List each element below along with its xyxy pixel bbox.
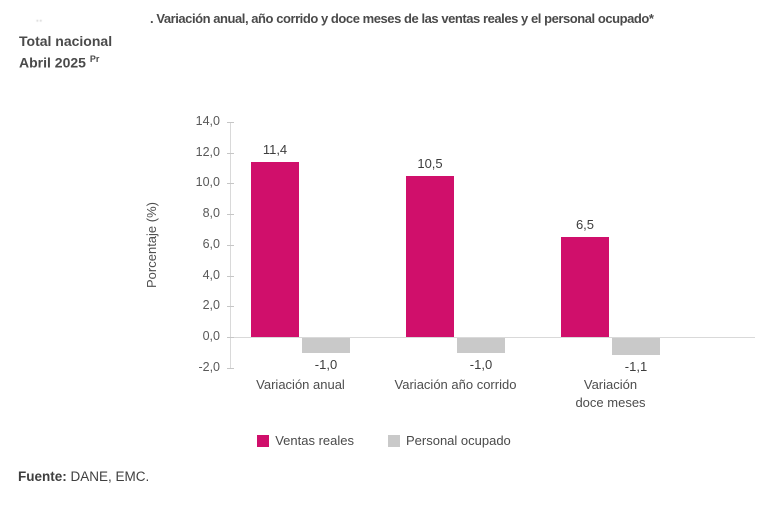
y-tick-mark-1: [227, 153, 234, 154]
y-tick-mark-3: [227, 214, 234, 215]
source-note: Fuente: DANE, EMC.: [18, 469, 149, 484]
category-label-2: Variación doce meses: [575, 377, 646, 411]
y-tick-mark-5: [227, 276, 234, 277]
source-text: DANE, EMC.: [66, 469, 150, 484]
category-label-1: Variación año corrido: [394, 377, 517, 392]
legend-swatch-ventas-reales-icon: [257, 434, 270, 447]
category-label-0: Variación anual: [256, 377, 345, 392]
bar-ventas-reales-2: [561, 237, 609, 337]
y-tick-label-5: 4,0: [202, 268, 220, 282]
bar-value-label-personal-ocupado-2: -1,1: [624, 359, 648, 374]
legend-item-personal-ocupado: Personal ocupado: [387, 433, 511, 448]
y-tick-label-6: 2,0: [202, 298, 220, 312]
y-tick-label-3: 8,0: [202, 206, 220, 220]
redacted-figure-number: ··: [36, 16, 43, 27]
y-tick-mark-7: [227, 337, 234, 338]
y-tick-mark-8: [227, 368, 234, 369]
bar-value-label-personal-ocupado-0: -1,0: [314, 357, 338, 372]
bar-value-label-ventas-reales-2: 6,5: [575, 217, 595, 232]
legend-label-ventas-reales: Ventas reales: [275, 433, 354, 448]
period-text: Abril 2025: [19, 54, 86, 71]
bar-value-label-ventas-reales-1: 10,5: [417, 156, 443, 171]
x-axis-zero-line: [230, 337, 755, 338]
chart-period: Abril 2025 Pr: [19, 54, 99, 71]
legend-item-ventas-reales: Ventas reales: [257, 433, 354, 448]
legend-swatch-personal-ocupado-icon: [387, 434, 400, 447]
y-axis-title: Porcentaje (%): [144, 202, 159, 288]
chart-title: . Variación anual, año corrido y doce me…: [150, 11, 654, 26]
bar-value-label-ventas-reales-0: 11,4: [262, 142, 288, 157]
y-tick-label-8: -2,0: [198, 360, 220, 374]
bar-ventas-reales-1: [406, 176, 454, 337]
y-tick-mark-6: [227, 306, 234, 307]
bar-ventas-reales-0: [251, 162, 299, 337]
bar-personal-ocupado-2: [612, 338, 660, 355]
bar-value-label-personal-ocupado-1: -1,0: [469, 357, 493, 372]
period-superscript: Pr: [89, 54, 100, 64]
source-label: Fuente:: [18, 469, 67, 484]
y-tick-mark-2: [227, 183, 234, 184]
bar-personal-ocupado-1: [457, 338, 505, 353]
y-tick-mark-0: [227, 122, 234, 123]
legend-label-personal-ocupado: Personal ocupado: [405, 433, 511, 448]
bar-personal-ocupado-0: [302, 338, 350, 353]
y-tick-label-1: 12,0: [195, 145, 220, 159]
y-tick-label-7: 0,0: [202, 329, 220, 343]
chart-subtitle: Total nacional: [19, 33, 113, 49]
y-tick-label-4: 6,0: [202, 237, 220, 251]
y-tick-label-0: 14,0: [195, 114, 220, 128]
y-tick-label-2: 10,0: [195, 175, 220, 189]
chart-legend: Ventas reales Personal ocupado: [60, 433, 708, 448]
y-tick-mark-4: [227, 245, 234, 246]
